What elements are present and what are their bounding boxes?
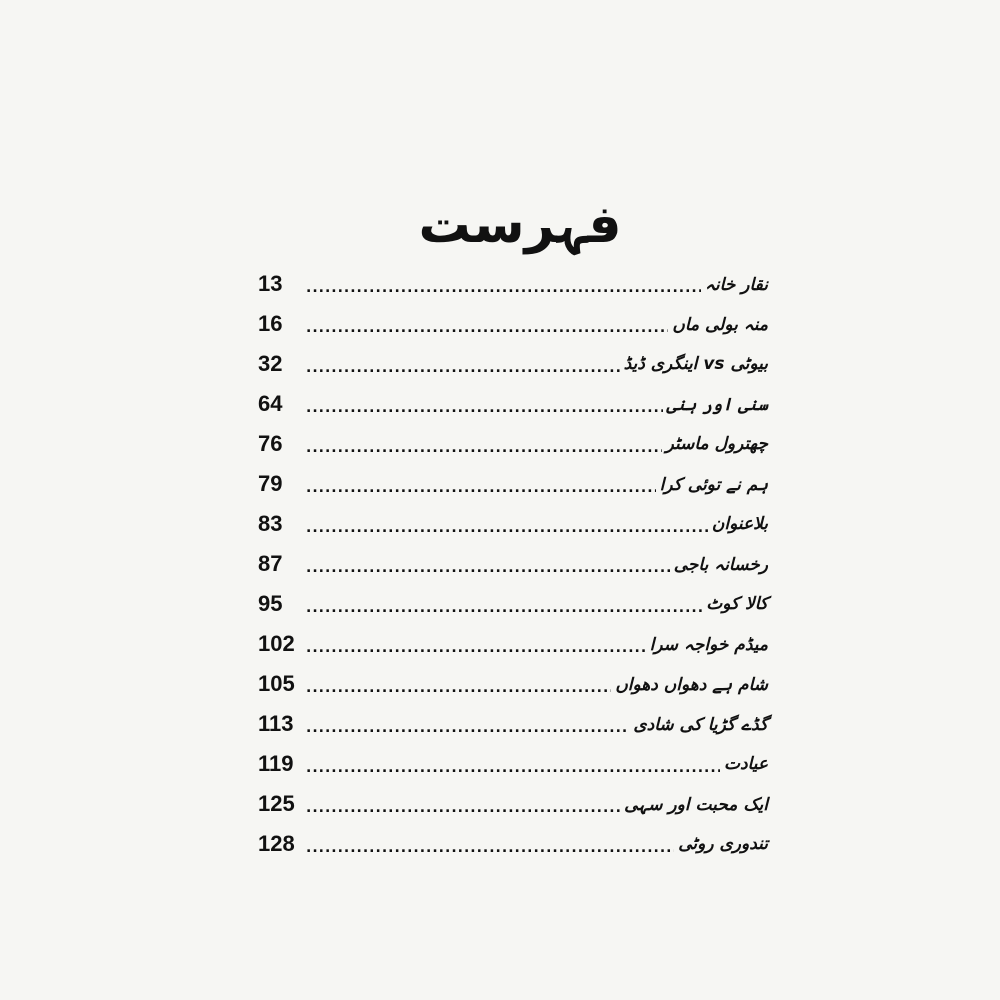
toc-entry: 128.....................................… [258, 824, 768, 864]
chapter-title: میڈم خواجہ سرا [649, 634, 768, 655]
toc-entry: 32......................................… [258, 344, 768, 384]
chapter-title: منہ بولی ماں [672, 314, 768, 335]
page-number: 16 [258, 311, 283, 336]
page-number: 125 [258, 791, 295, 816]
chapter-title: بلاعنوان [711, 514, 768, 534]
dot-leader: ........................................… [306, 680, 611, 696]
page-number: 32 [258, 351, 283, 376]
table-of-contents: 13......................................… [258, 264, 768, 864]
chapter-title: گڈے گڑیا کی شادی [633, 714, 768, 735]
page-number: 102 [258, 631, 295, 656]
toc-entry: 105.....................................… [258, 664, 768, 704]
chapter-title: بیوٹی vs اینگری ڈیڈ [623, 354, 768, 374]
dot-leader: ........................................… [306, 560, 670, 576]
page-number: 13 [258, 271, 283, 296]
dot-leader: ........................................… [306, 600, 703, 616]
chapter-title: کالا کوٹ [706, 594, 768, 614]
toc-entry: 119.....................................… [258, 744, 768, 784]
toc-entry: 102.....................................… [258, 624, 768, 664]
page-number: 87 [258, 551, 283, 576]
chapter-title: رخسانہ باجی [673, 554, 768, 575]
page-number: 64 [258, 391, 283, 416]
chapter-title: عیادت [723, 754, 768, 774]
toc-entry: 125.....................................… [258, 784, 768, 824]
page-number: 113 [258, 711, 294, 736]
dot-leader: ........................................… [306, 840, 675, 856]
chapter-title: تندوری روٹی [678, 834, 768, 854]
dot-leader: ........................................… [306, 360, 620, 376]
dot-leader: ........................................… [306, 440, 662, 456]
toc-entry: 113.....................................… [258, 704, 768, 744]
toc-entry: 83......................................… [258, 504, 768, 544]
dot-leader: ........................................… [306, 280, 701, 296]
page-number: 128 [258, 831, 295, 856]
dot-leader: ........................................… [306, 400, 663, 416]
toc-entry: 87......................................… [258, 544, 768, 584]
chapter-title: ایک محبت اور سہی [624, 794, 768, 815]
page-number: 119 [258, 751, 294, 776]
dot-leader: ........................................… [306, 320, 669, 336]
dot-leader: ........................................… [306, 640, 646, 656]
chapter-title: سنی اور ہنی [666, 394, 769, 415]
page-number: 76 [258, 431, 283, 456]
page-title: فہرست [418, 195, 622, 255]
toc-entry: 64......................................… [258, 384, 768, 424]
toc-entry: 13......................................… [258, 264, 768, 304]
chapter-title: نقار خانہ [704, 274, 768, 295]
dot-leader: ........................................… [306, 760, 720, 776]
dot-leader: ........................................… [306, 480, 656, 496]
page-number: 95 [258, 591, 283, 616]
page-number: 83 [258, 511, 283, 536]
page-number: 79 [258, 471, 283, 496]
dot-leader: ........................................… [306, 520, 708, 536]
toc-entry: 79......................................… [258, 464, 768, 504]
toc-entry: 16......................................… [258, 304, 768, 344]
toc-entry: 76......................................… [258, 424, 768, 464]
page-number: 105 [258, 671, 295, 696]
chapter-title: ہم نے توئی کرا [659, 474, 768, 495]
toc-entry: 95......................................… [258, 584, 768, 624]
dot-leader: ........................................… [306, 720, 629, 736]
chapter-title: شام ہے دھواں دھواں [615, 674, 768, 695]
chapter-title: چھترول ماسٹر [665, 434, 768, 454]
dot-leader: ........................................… [306, 800, 620, 816]
